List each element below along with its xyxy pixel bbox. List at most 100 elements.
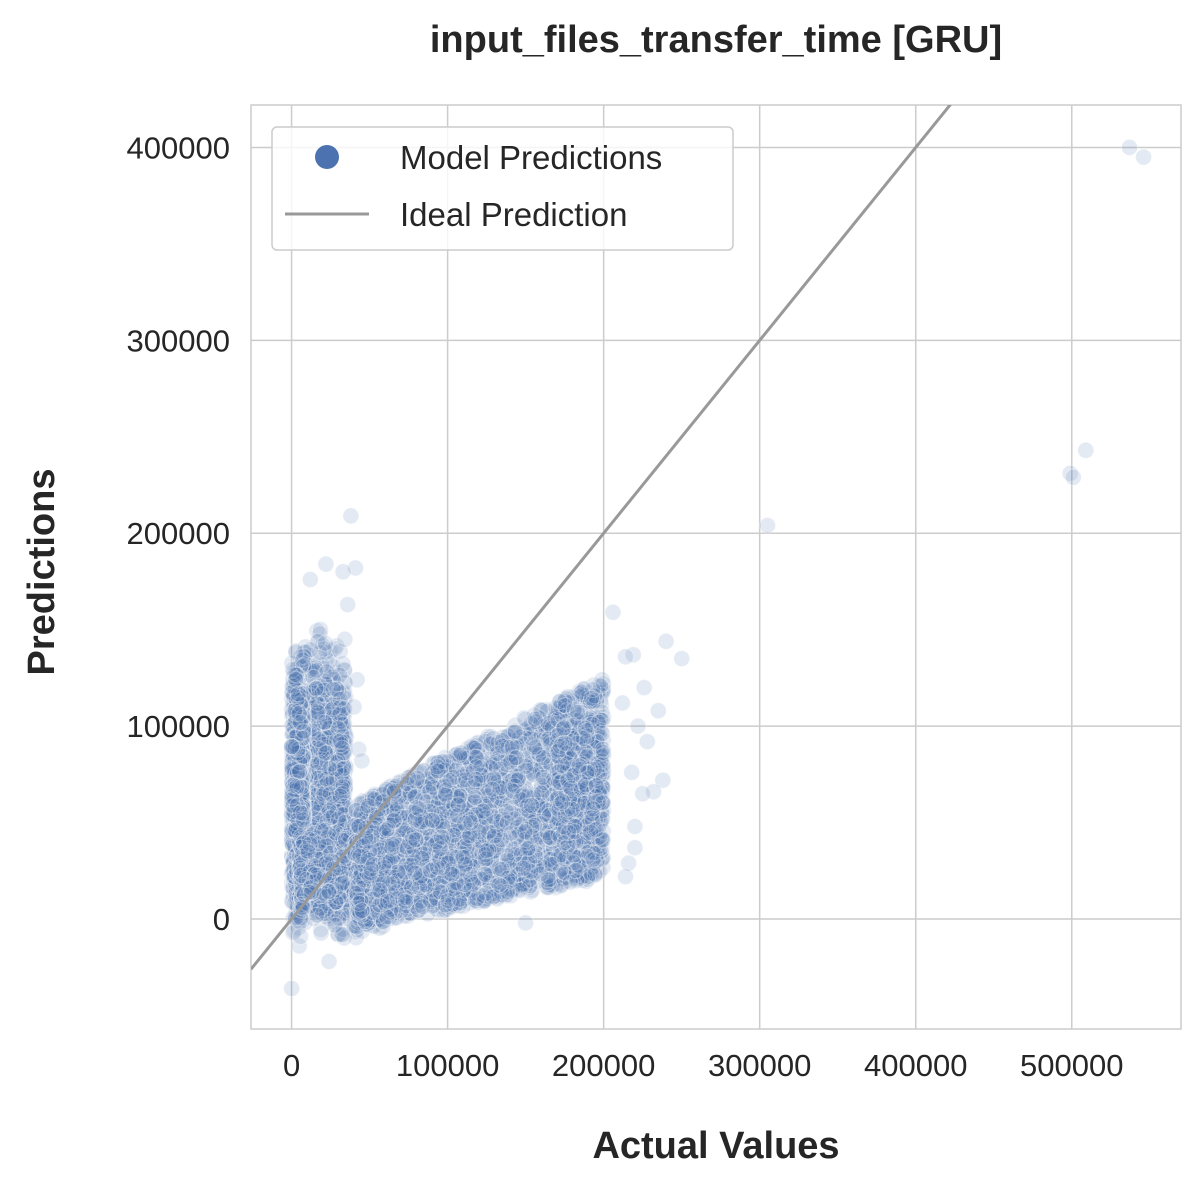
scatter-point <box>332 768 350 786</box>
scatter-point <box>292 825 310 843</box>
scatter-point <box>287 671 305 689</box>
scatter-point <box>323 759 341 777</box>
scatter-point <box>319 748 337 766</box>
scatter-point <box>303 736 321 754</box>
scatter-point <box>289 806 307 824</box>
scatter-point <box>294 772 312 790</box>
scatter-point <box>318 728 336 745</box>
scatter-point <box>322 728 340 746</box>
scatter-point <box>337 726 355 744</box>
scatter-point <box>294 759 312 777</box>
scatter-point <box>292 805 310 823</box>
scatter-point <box>315 811 333 829</box>
scatter-point <box>336 674 354 692</box>
scatter-point <box>294 775 312 793</box>
scatter-point <box>324 672 342 689</box>
scatter-point <box>288 804 306 822</box>
scatter-point <box>285 775 303 793</box>
scatter-point <box>300 813 318 831</box>
scatter-point <box>333 703 351 721</box>
scatter-point <box>284 894 302 912</box>
scatter-point <box>309 753 327 771</box>
scatter-point <box>296 794 314 812</box>
scatter-point <box>296 854 314 872</box>
scatter-point <box>287 881 305 899</box>
scatter-point <box>305 806 323 824</box>
scatter-point <box>285 837 303 855</box>
scatter-point <box>312 921 330 938</box>
scatter-point <box>312 756 330 774</box>
scatter-point <box>298 886 316 904</box>
scatter-point <box>314 709 332 727</box>
scatter-point <box>299 755 317 773</box>
scatter-point <box>284 701 302 719</box>
scatter-point <box>315 795 333 813</box>
scatter-point <box>321 732 339 750</box>
scatter-point <box>312 815 330 833</box>
scatter-point <box>313 868 331 886</box>
scatter-point <box>299 820 317 838</box>
scatter-point <box>298 775 316 793</box>
scatter-point <box>318 829 335 847</box>
scatter-point <box>336 630 354 648</box>
scatter-point <box>294 656 312 674</box>
scatter-point <box>333 739 351 757</box>
scatter-point <box>336 779 354 797</box>
scatter-point <box>298 827 316 845</box>
scatter-point <box>309 704 327 722</box>
scatter-point <box>315 694 333 712</box>
scatter-point <box>320 762 338 780</box>
scatter-point <box>319 775 337 793</box>
scatter-point <box>336 779 354 797</box>
scatter-point <box>332 783 350 800</box>
scatter-point <box>294 715 312 732</box>
scatter-point <box>306 860 324 878</box>
scatter-point <box>312 924 330 942</box>
scatter-point <box>317 827 335 845</box>
scatter-point <box>289 813 307 830</box>
scatter-point <box>320 779 337 797</box>
scatter-point <box>300 726 317 744</box>
scatter-point <box>316 730 334 748</box>
plot-frame <box>250 104 1182 1030</box>
scatter-point <box>290 745 308 762</box>
scatter-point <box>287 773 305 791</box>
scatter-point <box>295 828 313 846</box>
scatter-point <box>303 725 321 743</box>
scatter-point <box>326 805 344 823</box>
scatter-point <box>320 746 338 764</box>
scatter-point <box>290 705 308 723</box>
scatter-point <box>298 696 316 714</box>
scatter-point <box>317 754 335 772</box>
scatter-point <box>301 759 318 777</box>
scatter-point <box>332 801 350 819</box>
scatter-point <box>324 872 342 890</box>
scatter-point <box>322 686 340 704</box>
scatter-point <box>317 797 335 815</box>
scatter-point <box>293 761 311 779</box>
scatter-point <box>292 757 310 775</box>
scatter-point <box>331 755 349 773</box>
scatter-point <box>327 842 345 860</box>
scatter-point <box>306 711 323 729</box>
scatter-point <box>288 688 306 706</box>
scatter-point <box>299 765 317 783</box>
scatter-point <box>326 787 344 805</box>
scatter-point <box>288 760 306 778</box>
scatter-point <box>296 753 314 771</box>
scatter-point <box>331 796 349 814</box>
scatter-point <box>284 836 301 854</box>
scatter-point <box>336 762 354 780</box>
scatter-point <box>336 661 354 679</box>
scatter-point <box>319 778 337 796</box>
scatter-point <box>288 671 306 689</box>
scatter-point <box>305 860 323 877</box>
scatter-point <box>332 812 350 830</box>
scatter-point <box>321 816 339 834</box>
scatter-point <box>334 799 352 817</box>
scatter-point <box>334 785 351 803</box>
scatter-point <box>303 810 321 828</box>
scatter-point <box>335 661 353 679</box>
scatter-point <box>293 848 311 866</box>
scatter-point <box>320 787 337 805</box>
